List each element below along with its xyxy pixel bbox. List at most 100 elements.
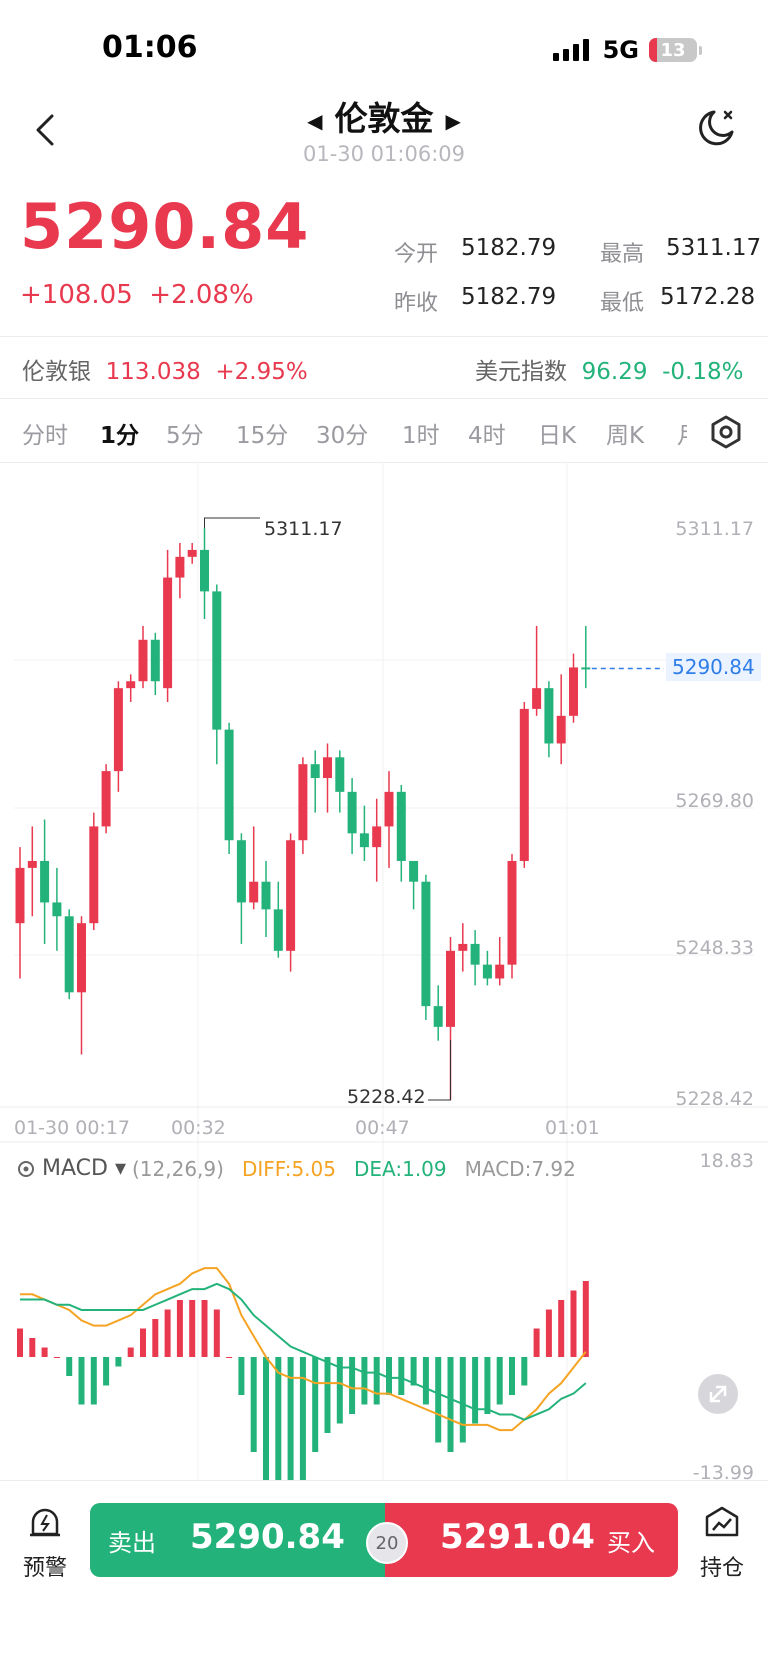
candle-body	[433, 1006, 443, 1027]
low-marker-label: 5228.42	[347, 1086, 426, 1108]
macd-bar	[189, 1300, 196, 1357]
tab-1min[interactable]: 1分	[100, 423, 140, 449]
x-tick-label: 01:01	[545, 1117, 600, 1139]
macd-bar	[176, 1300, 183, 1357]
macd-y-max: 18.83	[699, 1150, 754, 1172]
tab-15min[interactable]: 15分	[236, 423, 289, 449]
macd-bar	[275, 1357, 282, 1480]
battery-icon: 13	[649, 38, 697, 62]
macd-dea-line	[20, 1282, 587, 1421]
candle-body	[310, 764, 320, 779]
candle-body	[175, 556, 185, 578]
macd-indicator-select[interactable]: MACD ▾	[42, 1156, 126, 1181]
spread-badge: 20	[366, 1522, 408, 1564]
candle-body	[27, 860, 37, 868]
sell-button[interactable]: 卖出 5290.84	[90, 1503, 385, 1577]
y-tick-label: 5269.80	[675, 790, 754, 812]
candle-body	[347, 791, 357, 834]
status-time: 01:06	[102, 30, 198, 65]
candle-body	[113, 688, 123, 772]
y-tick-label: 5228.42	[675, 1088, 754, 1110]
candle-body	[40, 860, 50, 903]
macd-bar	[545, 1309, 552, 1357]
macd-bar	[459, 1357, 466, 1443]
macd-bar	[140, 1328, 146, 1357]
low-value: 5172.28	[660, 284, 756, 310]
open-value: 5182.79	[461, 235, 557, 261]
buy-price: 5291.04	[440, 1517, 595, 1557]
tab-day[interactable]: 日K	[538, 423, 577, 449]
candle-body	[396, 791, 406, 861]
candle-body	[64, 916, 74, 993]
candle-body	[163, 577, 173, 689]
x-tick-label: 01-30 00:17	[14, 1117, 131, 1139]
night-mode-icon[interactable]	[694, 106, 738, 150]
tab-week[interactable]: 周K	[606, 423, 645, 449]
tab-minute-line[interactable]: 分时	[22, 423, 68, 449]
candle-body	[101, 771, 111, 827]
macd-bar	[447, 1357, 454, 1452]
position-button[interactable]: 持仓	[698, 1504, 746, 1582]
high-label: 最高	[600, 242, 645, 267]
candle-body	[446, 950, 455, 1027]
back-icon[interactable]	[30, 110, 70, 150]
candle-body	[150, 639, 160, 682]
macd-bar	[533, 1328, 540, 1357]
macd-y-min: -13.99	[692, 1462, 754, 1484]
fullscreen-icon[interactable]	[698, 1374, 738, 1414]
macd-bar	[324, 1357, 331, 1433]
alert-button[interactable]: 预警	[22, 1504, 68, 1582]
candle-body	[236, 840, 246, 903]
candle-body	[421, 881, 431, 1007]
macd-bar	[361, 1357, 368, 1405]
last-price: 5290.84	[20, 190, 310, 263]
high-marker-line	[204, 517, 260, 528]
tab-30min[interactable]: 30分	[316, 423, 369, 449]
candle-body	[286, 840, 296, 951]
macd-params: (12,26,9)	[132, 1156, 224, 1181]
next-instrument-icon[interactable]: ▶	[445, 108, 461, 133]
candle-body	[249, 881, 259, 903]
candle-body	[458, 943, 468, 951]
low-label: 最低	[600, 291, 645, 316]
prev-instrument-icon[interactable]: ◀	[307, 108, 323, 133]
macd-bar	[410, 1357, 417, 1386]
candle-body	[187, 549, 197, 557]
period-tabs: 分时 1分 5分 15分 30分 1时 4时 日K 周K 月	[0, 416, 768, 464]
chart-settings-icon[interactable]	[706, 412, 746, 452]
position-label: 持仓	[699, 1556, 744, 1581]
related-silver[interactable]: 伦敦银 113.038 +2.95%	[22, 359, 308, 385]
macd-bar	[299, 1357, 306, 1480]
kline-chart[interactable]	[0, 462, 768, 1480]
tab-4hour[interactable]: 4时	[468, 423, 506, 449]
related-dxy[interactable]: 美元指数 96.29 -0.18%	[475, 359, 744, 385]
macd-bar	[472, 1357, 479, 1424]
tab-month[interactable]: 月	[677, 416, 687, 450]
macd-dea: DEA:1.09	[353, 1156, 447, 1181]
macd-bar	[238, 1357, 245, 1395]
tab-1hour[interactable]: 1时	[402, 423, 440, 449]
sell-price: 5290.84	[190, 1517, 345, 1557]
macd-settings-icon[interactable]	[16, 1159, 36, 1179]
open-label: 今开	[394, 242, 439, 267]
candle-body	[482, 964, 492, 979]
macd-bar	[398, 1357, 405, 1395]
macd-bar	[127, 1347, 134, 1357]
candle-body	[138, 639, 148, 682]
candle-body	[212, 591, 222, 730]
macd-bar	[17, 1328, 23, 1357]
tab-5min[interactable]: 5分	[166, 423, 204, 449]
macd-bar	[250, 1357, 257, 1452]
position-chart-icon	[705, 1506, 739, 1537]
macd-bar	[496, 1357, 503, 1405]
candle-body	[569, 667, 578, 716]
quote-datetime: 01-30 01:06:09	[302, 142, 465, 166]
macd-bar	[90, 1357, 97, 1405]
macd-bar	[115, 1357, 122, 1367]
x-tick-label: 00:47	[355, 1117, 410, 1139]
buy-button[interactable]: 5291.04 买入	[385, 1503, 678, 1577]
status-icons: 5G 13	[552, 36, 702, 64]
candle-body	[335, 757, 345, 792]
macd-bar	[263, 1357, 269, 1480]
macd-bar	[41, 1347, 48, 1357]
